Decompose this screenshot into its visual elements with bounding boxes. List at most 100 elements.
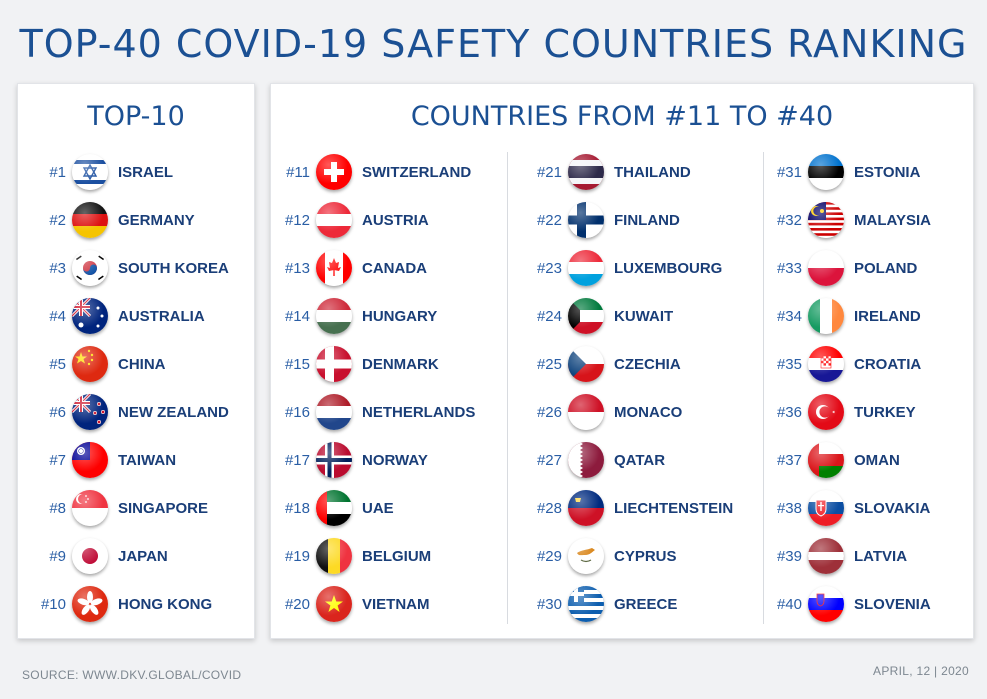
rank-label: #26: [536, 403, 562, 421]
country-row: #8 SINGAPORE: [34, 484, 229, 532]
top10-heading: TOP-10: [87, 101, 185, 132]
country-row: #9 JAPAN: [34, 532, 229, 580]
australia-flag-icon: [72, 298, 108, 334]
publication-date: APRIL, 12 | 2020: [873, 664, 969, 678]
country-name: LUXEMBOURG: [614, 259, 723, 277]
country-name: MONACO: [614, 403, 683, 421]
rank-label: #7: [49, 451, 66, 469]
country-name: FINLAND: [614, 211, 680, 229]
rank-label: #6: [49, 403, 66, 421]
column-divider: [507, 152, 508, 624]
rank-label: #5: [49, 355, 66, 373]
rank-column-21-30: #21 THAILAND #22 FINLAND #23 LUXEMBOURG #24 KUW…: [529, 148, 733, 628]
country-name: KUWAIT: [614, 307, 674, 325]
rank-column-31-40: #31 ESTONIA #32 MALAYSIA #33 POLAND #34 IRELAND…: [769, 148, 931, 628]
rank-label: #17: [284, 451, 310, 469]
country-name: SINGAPORE: [118, 499, 209, 517]
country-name: NETHERLANDS: [362, 403, 476, 421]
norway-flag-icon: [316, 442, 352, 478]
country-row: #33 POLAND: [769, 244, 931, 292]
china-flag-icon: [72, 346, 108, 382]
country-row: #20 VIETNAM: [277, 580, 475, 628]
country-name: QATAR: [614, 451, 666, 469]
belgium-flag-icon: [316, 538, 352, 574]
country-name: CHINA: [118, 355, 166, 373]
country-name: HUNGARY: [362, 307, 438, 325]
page-title: TOP-40 COVID-19 SAFETY COUNTRIES RANKING: [19, 22, 968, 66]
country-row: #14 HUNGARY: [277, 292, 475, 340]
croatia-flag-icon: [808, 346, 844, 382]
rank-label: #28: [536, 499, 562, 517]
country-row: #26 MONACO: [529, 388, 733, 436]
rank-label: #39: [776, 547, 802, 565]
country-name: ISRAEL: [118, 163, 174, 181]
country-row: #27 QATAR: [529, 436, 733, 484]
country-name: CZECHIA: [614, 355, 681, 373]
rank-label: #30: [536, 595, 562, 613]
new-zealand-flag-icon: [72, 394, 108, 430]
country-name: SWITZERLAND: [362, 163, 472, 181]
rank-label: #15: [284, 355, 310, 373]
rank-column-11-20: #11 SWITZERLAND #12 AUSTRIA #13 CANADA #14 HUNG…: [277, 148, 475, 628]
country-name: HONG KONG: [118, 595, 213, 613]
country-row: #19 BELGIUM: [277, 532, 475, 580]
country-name: DENMARK: [362, 355, 439, 373]
rank-label: #27: [536, 451, 562, 469]
country-row: #40 SLOVENIA: [769, 580, 931, 628]
hungary-flag-icon: [316, 298, 352, 334]
country-name: BELGIUM: [362, 547, 432, 565]
rank-label: #23: [536, 259, 562, 277]
country-name: CROATIA: [854, 355, 922, 373]
japan-flag-icon: [72, 538, 108, 574]
rank-label: #8: [49, 499, 66, 517]
rank-label: #3: [49, 259, 66, 277]
rest-panel: COUNTRIES FROM #11 TO #40 #11 SWITZERLAND…: [270, 83, 974, 639]
country-row: #21 THAILAND: [529, 148, 733, 196]
rank-label: #19: [284, 547, 310, 565]
country-row: #34 IRELAND: [769, 292, 931, 340]
thailand-flag-icon: [568, 154, 604, 190]
rank-label: #18: [284, 499, 310, 517]
vietnam-flag-icon: [316, 586, 352, 622]
country-row: #7 TAIWAN: [34, 436, 229, 484]
luxembourg-flag-icon: [568, 250, 604, 286]
hong-kong-flag-icon: [72, 586, 108, 622]
top10-panel: TOP-10 #1 ISRAEL #2 GERMANY #3 SOUTH KOREA #4 A…: [17, 83, 255, 639]
country-row: #39 LATVIA: [769, 532, 931, 580]
country-name: SLOVENIA: [854, 595, 931, 613]
oman-flag-icon: [808, 442, 844, 478]
greece-flag-icon: [568, 586, 604, 622]
rank-label: #25: [536, 355, 562, 373]
rank-label: #22: [536, 211, 562, 229]
country-name: JAPAN: [118, 547, 168, 565]
rank-label: #33: [776, 259, 802, 277]
country-row: #25 CZECHIA: [529, 340, 733, 388]
country-row: #5 CHINA: [34, 340, 229, 388]
israel-flag-icon: [72, 154, 108, 190]
turkey-flag-icon: [808, 394, 844, 430]
country-name: LIECHTENSTEIN: [614, 499, 734, 517]
country-name: TURKEY: [854, 403, 916, 421]
latvia-flag-icon: [808, 538, 844, 574]
rank-label: #4: [49, 307, 66, 325]
country-row: #10 HONG KONG: [34, 580, 229, 628]
country-name: OMAN: [854, 451, 900, 469]
country-row: #12 AUSTRIA: [277, 196, 475, 244]
country-row: #32 MALAYSIA: [769, 196, 931, 244]
austria-flag-icon: [316, 202, 352, 238]
rank-label: #29: [536, 547, 562, 565]
liechtenstein-flag-icon: [568, 490, 604, 526]
rank-label: #24: [536, 307, 562, 325]
country-row: #35 CROATIA: [769, 340, 931, 388]
source-credit: SOURCE: WWW.DKV.GLOBAL/COVID: [22, 668, 242, 682]
cyprus-flag-icon: [568, 538, 604, 574]
kuwait-flag-icon: [568, 298, 604, 334]
country-name: TAIWAN: [118, 451, 177, 469]
netherlands-flag-icon: [316, 394, 352, 430]
rank-label: #36: [776, 403, 802, 421]
country-name: POLAND: [854, 259, 918, 277]
country-row: #38 SLOVAKIA: [769, 484, 931, 532]
country-row: #23 LUXEMBOURG: [529, 244, 733, 292]
rank-label: #20: [284, 595, 310, 613]
rank-label: #2: [49, 211, 66, 229]
